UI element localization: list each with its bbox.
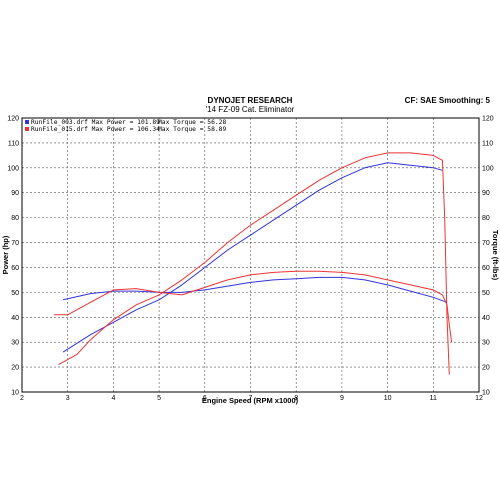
y-tick-label-left: 120 — [7, 116, 19, 123]
y-tick-label-left: 40 — [11, 315, 19, 322]
y-tick-label-right: 70 — [482, 240, 490, 247]
legend-swatch — [25, 120, 29, 124]
plot-frame — [21, 117, 480, 393]
x-axis-label: Engine Speed (RPM x1000) — [202, 396, 299, 405]
series-lines — [54, 152, 453, 375]
y-axis-label-right: Torque (ft-lbs) — [491, 230, 500, 281]
y-tick-label-right: 90 — [482, 190, 490, 197]
y-tick-label-left: 80 — [11, 215, 19, 222]
y-tick-label-right: 50 — [482, 290, 490, 297]
chart-title: DYNOJET RESEARCH — [207, 96, 293, 105]
x-tick-label: 10 — [384, 395, 392, 402]
legend-entry: RunFile_003.drf Max Power = 101.89 — [31, 119, 160, 126]
grid — [22, 118, 479, 392]
y-tick-label-left: 110 — [8, 140, 19, 147]
x-tick-label: 8 — [294, 395, 298, 402]
x-tick-label: 6 — [203, 395, 207, 402]
y-tick-label-right: 40 — [482, 315, 490, 322]
legend-torque: Max Torque = 56.28 — [158, 119, 226, 126]
x-tick-label: 3 — [66, 395, 70, 402]
y-tick-label-left: 50 — [11, 290, 19, 297]
y-tick-label-right: 10 — [482, 390, 490, 397]
y-tick-label-left: 20 — [11, 365, 19, 372]
y-tick-label-right: 110 — [482, 140, 493, 147]
torque-line-runfile_015-drf — [54, 270, 453, 343]
torque-line-runfile_003-drf — [62, 276, 448, 303]
y-tick-label-right: 100 — [482, 165, 494, 172]
y-tick-label-right: 80 — [482, 215, 490, 222]
x-tick-label: 2 — [20, 395, 24, 402]
y-tick-label-left: 90 — [11, 190, 19, 197]
settings-text: CF: SAE Smoothing: 5 — [404, 96, 490, 105]
y-tick-label-left: 60 — [11, 265, 19, 272]
x-tick-label: 9 — [340, 395, 344, 402]
y-tick-label-right: 20 — [482, 365, 490, 372]
x-tick-label: 4 — [111, 395, 115, 402]
y-axis-label-left: Power (hp) — [1, 235, 10, 274]
legend-torque: Max Torque = 58.89 — [158, 126, 226, 133]
legend-swatch — [25, 127, 29, 131]
x-tick-label: 7 — [249, 395, 253, 402]
x-tick-label: 5 — [157, 395, 161, 402]
y-tick-label-left: 100 — [7, 165, 19, 172]
y-tick-label-right: 120 — [482, 116, 494, 123]
x-tick-label: 12 — [475, 395, 483, 402]
y-tick-label-left: 10 — [11, 390, 19, 397]
x-tick-label: 11 — [430, 395, 437, 402]
y-tick-label-right: 30 — [482, 340, 490, 347]
power-line-runfile_015-drf — [58, 152, 450, 375]
y-tick-label-right: 60 — [482, 265, 490, 272]
y-tick-label-left: 70 — [11, 240, 19, 247]
power-line-runfile_003-drf — [62, 162, 443, 353]
legend-entry: RunFile_015.drf Max Power = 106.34 — [31, 126, 160, 133]
y-tick-label-left: 30 — [11, 340, 19, 347]
chart-subtitle: '14 FZ-09 Cat. Eliminator — [205, 105, 295, 114]
